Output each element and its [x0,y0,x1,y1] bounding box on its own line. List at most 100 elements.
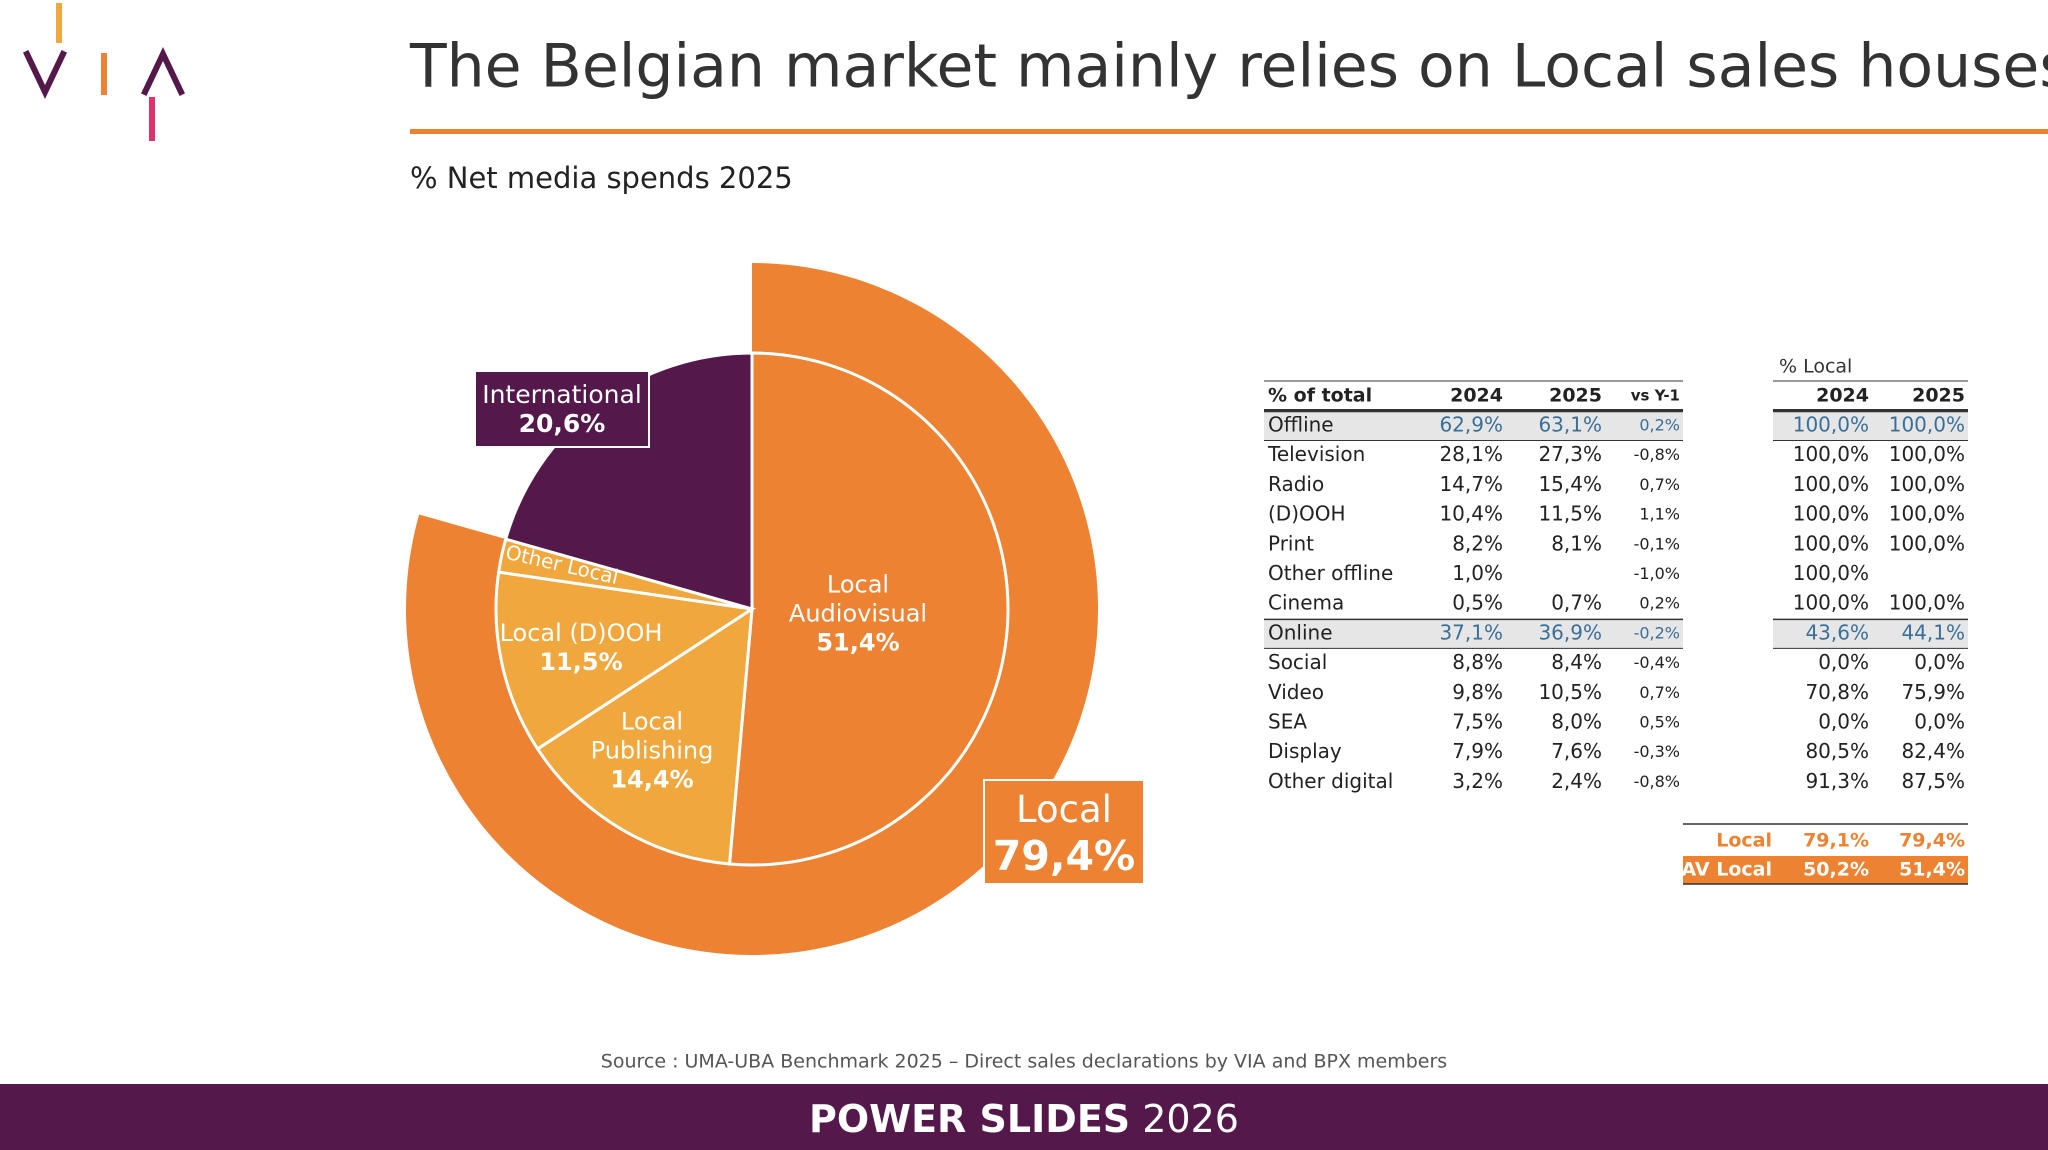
table-cell: 100,0% [1889,502,1965,526]
slide-title: The Belgian market mainly relies on Loca… [409,32,2048,102]
row-label: Online [1268,620,1333,644]
row-label: (D)OOH [1268,502,1346,526]
table-cell: 0,0% [1914,650,1965,674]
table-cell: 0,0% [1818,650,1869,674]
summary-cell: 79,1% [1803,830,1869,852]
summary-highlight [1683,856,1968,884]
footer-year: 2026 [1142,1097,1239,1141]
table-cell: 2,4% [1551,769,1602,793]
footer-text: POWER SLIDES 2026 [809,1097,1239,1141]
table-cell: 100,0% [1889,472,1965,496]
table-cell: 27,3% [1538,442,1602,466]
table-cell: 15,4% [1538,472,1602,496]
table-cell: 8,4% [1551,650,1602,674]
logo [23,3,185,141]
row-label: Video [1268,680,1324,704]
row-label: Radio [1268,472,1324,496]
pie-slice [727,351,1010,867]
row-highlight [1773,619,1968,649]
table-cell: 100,0% [1793,413,1869,437]
table-cell: -0,4% [1634,653,1680,672]
row-label: Cinema [1268,591,1344,615]
table-cell: 100,0% [1793,502,1869,526]
table-cell: 100,0% [1889,531,1965,555]
column-header: 2025 [1912,385,1965,407]
title-rule [410,129,2048,134]
data-table: % Local % of total 2024 2025 vs Y-1 2024 2025 O… [1264,356,1968,885]
table-cell: -0,1% [1634,534,1680,553]
table-cell: 0,0% [1818,710,1869,734]
summary-label: Local [1716,830,1772,852]
table-cell: -0,2% [1634,623,1680,642]
table-cell: 43,6% [1805,620,1869,644]
table-cell: 62,9% [1439,413,1503,437]
table-cell: 8,2% [1452,531,1503,555]
pie-slice [535,606,754,866]
table-cell: 8,1% [1551,531,1602,555]
ring-value: 79,4% [992,832,1136,880]
slice-label: Local Publishing 14,4% [582,708,722,795]
table-cell: 0,7% [1639,683,1680,702]
row-label: SEA [1268,710,1307,734]
table-cell: 63,1% [1538,413,1602,437]
slice-category: Local (D)OOH [499,619,663,647]
table-cell: 8,8% [1452,650,1503,674]
slice-category: Local Publishing [590,707,714,765]
table-cell: 37,1% [1439,620,1503,644]
row-highlight [1264,411,1683,441]
column-header: % of total [1268,385,1372,407]
table-cell: 36,9% [1538,620,1602,644]
table-cell: 11,5% [1538,502,1602,526]
table-cell: 100,0% [1889,413,1965,437]
slice-label: International 20,6% [474,370,650,448]
row-highlight [1773,411,1968,441]
table-cell: -0,3% [1634,742,1680,761]
table-cell: 3,2% [1452,769,1503,793]
table-cell: 100,0% [1793,531,1869,555]
column-header: 2024 [1450,385,1503,407]
slice-value: 51,4% [816,628,900,657]
table-cell: -1,0% [1634,564,1680,583]
column-header: vs Y-1 [1631,387,1680,405]
row-label: Other offline [1268,561,1393,585]
summary-cell: 51,4% [1899,859,1965,881]
ring-category: Local [1016,788,1112,831]
table-cell: 1,0% [1452,561,1503,585]
table-cell: 10,4% [1439,502,1503,526]
table-cell: 44,1% [1901,620,1965,644]
row-label: Television [1267,442,1365,466]
slice-category: Local Audiovisual [788,570,928,628]
table-cell: 0,2% [1639,416,1680,435]
footer-label: POWER SLIDES [809,1097,1130,1141]
table-cell: 28,1% [1439,442,1503,466]
ring-label: Local 79,4% [983,779,1145,885]
row-label: Offline [1268,413,1334,437]
table-cell: 100,0% [1793,561,1869,585]
table-cell: 100,0% [1793,442,1869,466]
table-cell: 14,7% [1439,472,1503,496]
source-note: Source : UMA-UBA Benchmark 2025 – Direct… [601,1051,1447,1073]
footer-bar [0,1084,2048,1150]
table-cell: 7,5% [1452,710,1503,734]
table-cell: 100,0% [1793,591,1869,615]
table-cell: 0,7% [1551,591,1602,615]
table-cell: -0,8% [1634,772,1680,791]
summary-label: AV Local [1682,859,1773,881]
slice-value: 20,6% [518,409,606,438]
table-cell: 75,9% [1901,680,1965,704]
table-cell: 80,5% [1805,739,1869,763]
slice-label: Local Audiovisual 51,4% [773,571,943,658]
summary-cell: 50,2% [1803,859,1869,881]
table-cell: 91,3% [1805,769,1869,793]
column-header: 2025 [1549,385,1602,407]
table-cell: 0,5% [1639,713,1680,732]
table-cell: 100,0% [1889,591,1965,615]
table-cell: 0,0% [1914,710,1965,734]
table-cell: 100,0% [1793,472,1869,496]
row-label: Print [1268,531,1314,555]
column-header: 2024 [1816,385,1869,407]
slice-value: 11,5% [539,648,623,676]
table-cell: 82,4% [1901,739,1965,763]
